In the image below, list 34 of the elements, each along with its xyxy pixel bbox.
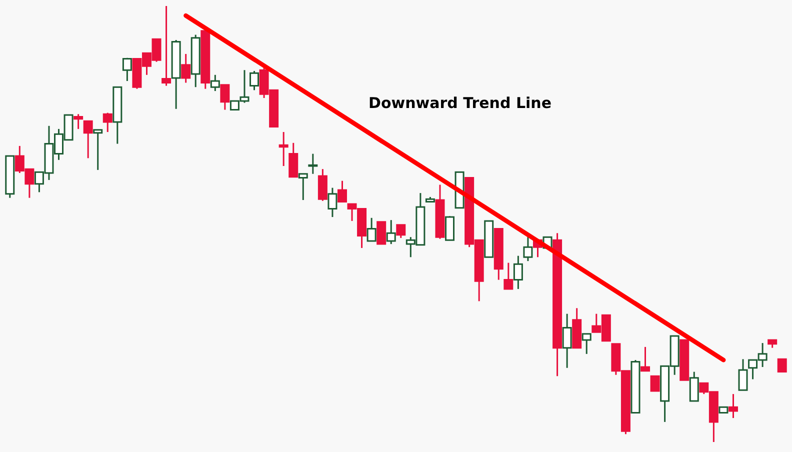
candlestick: [328, 187, 338, 218]
candlestick: [102, 112, 112, 133]
candlestick: [445, 215, 455, 241]
candlestick: [650, 375, 660, 392]
candlestick: [122, 57, 132, 82]
annotation: Downward Trend Line: [368, 94, 552, 112]
candlestick: [513, 255, 523, 290]
candlestick: [689, 371, 699, 402]
candlestick: [728, 393, 738, 419]
candlestick: [523, 236, 533, 262]
candlestick: [376, 221, 386, 245]
candlestick: [738, 358, 748, 391]
candlestick: [308, 153, 318, 175]
candlestick: [298, 173, 308, 201]
candlestick: [210, 74, 220, 92]
candlestick: [366, 217, 376, 242]
candlestick: [562, 313, 572, 369]
candlestick: [640, 346, 650, 372]
candlestick: [777, 358, 787, 373]
candlestick: [288, 142, 298, 178]
candlestick: [162, 5, 172, 87]
candlestick: [337, 180, 347, 203]
candlestick: [386, 219, 396, 245]
candlestick: [582, 333, 592, 355]
candlestick: [83, 120, 93, 159]
candlestick: [318, 168, 328, 202]
candlestick: [74, 113, 84, 130]
candlestick: [250, 70, 260, 91]
candlestick: [396, 224, 406, 239]
candlestick: [93, 129, 103, 171]
candlestick: [504, 262, 514, 290]
candlestick: [278, 131, 288, 167]
candlestick: [181, 53, 191, 84]
candlestick: [220, 84, 230, 111]
